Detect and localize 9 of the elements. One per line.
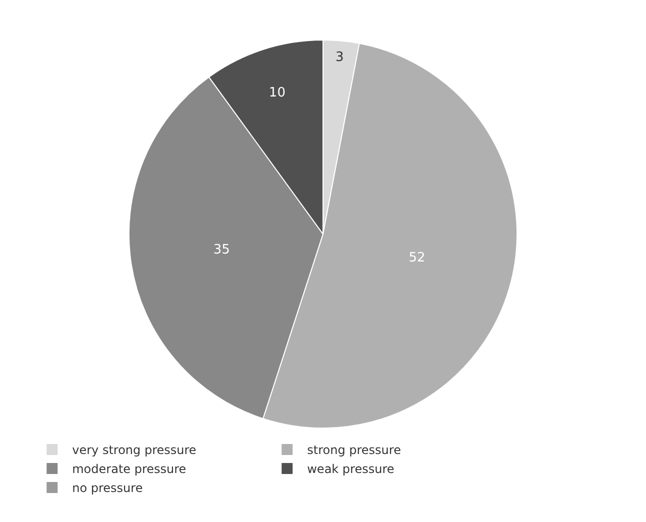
data-label: 3 <box>336 50 344 65</box>
legend-label: weak pressure <box>307 462 394 476</box>
data-label: 10 <box>268 86 286 101</box>
data-label: 35 <box>213 242 230 258</box>
legend-label: very strong pressure <box>72 443 196 458</box>
legend-label: moderate pressure <box>72 462 186 476</box>
data-label: 52 <box>408 250 426 266</box>
legend-label: strong pressure <box>307 443 401 458</box>
legend-label: no pressure <box>72 481 143 496</box>
